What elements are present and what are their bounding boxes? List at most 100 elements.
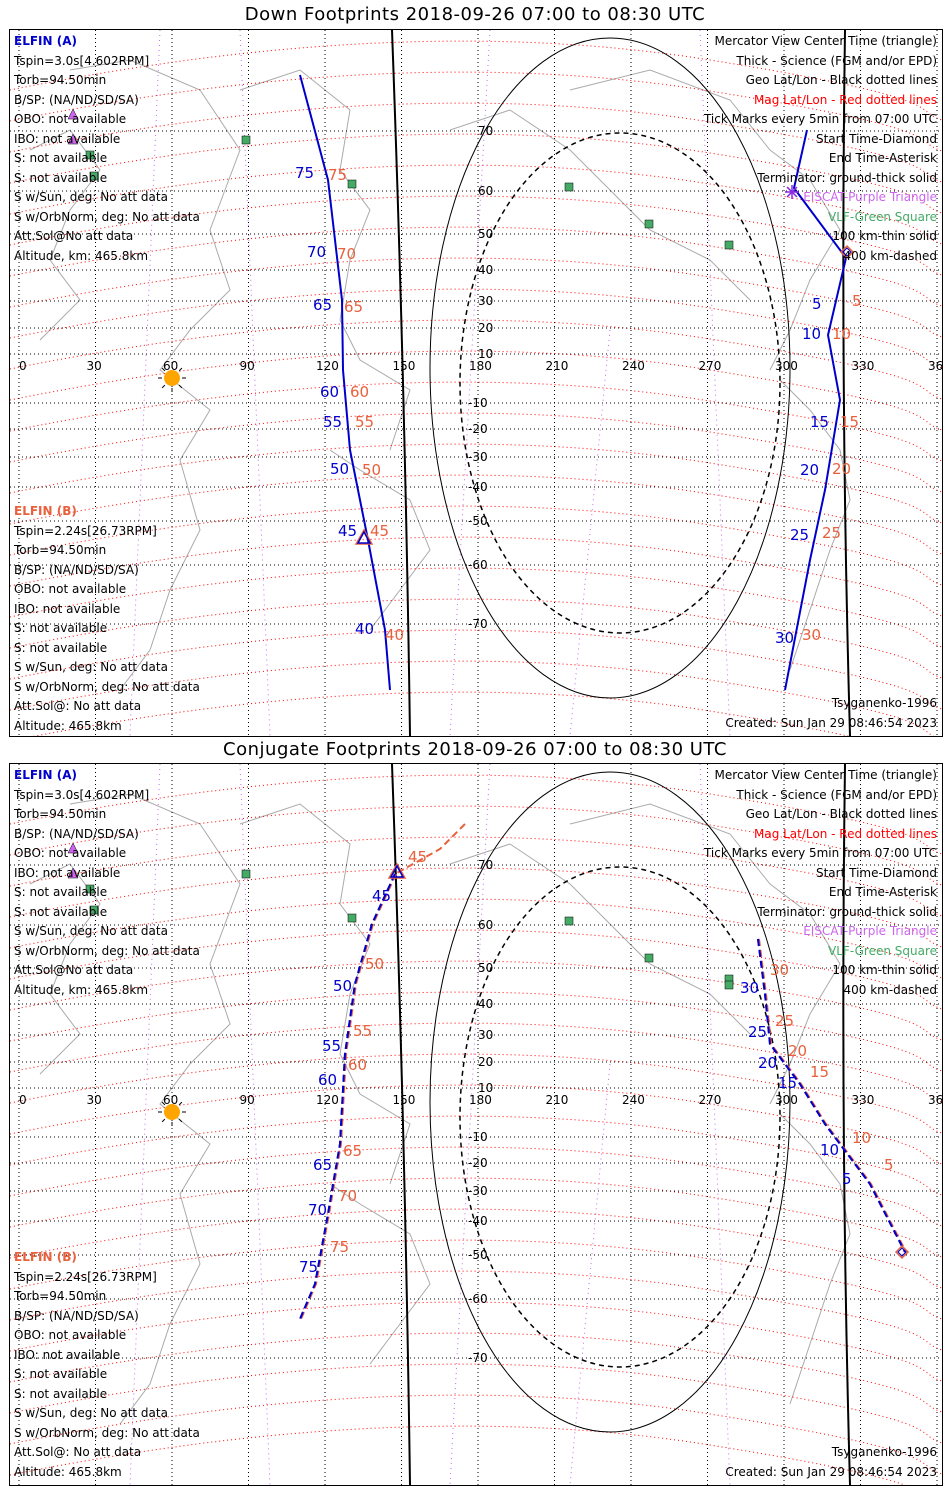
tick-label-a: 60 <box>318 1071 337 1089</box>
tick-label-b: 55 <box>353 1022 372 1040</box>
terminator-400km <box>459 866 781 1368</box>
lon-tick-label: 240 <box>622 359 645 373</box>
elfin-a-info: ELFIN (A) Tspin=3.0s[4.602RPM] Torb=94.50… <box>14 32 200 266</box>
lon-tick-label: 60 <box>163 1093 178 1107</box>
lon-tick-label: 210 <box>546 359 569 373</box>
tick-label-a: 40 <box>355 620 374 638</box>
terminator-100km <box>429 37 791 699</box>
vlf-station-icon <box>241 135 251 145</box>
legend-item: Tick Marks every 5min from 07:00 UTC <box>703 846 937 860</box>
tick-label-a: 30 <box>775 629 794 647</box>
lat-tick-label: -30 <box>468 450 488 464</box>
mag-lat-line <box>10 257 942 338</box>
elfin-b-header: ELFIN (B) <box>14 504 77 518</box>
info-line: OBO: not available <box>14 846 127 860</box>
elfin-a-footprint <box>757 938 906 1253</box>
tick-label-b: 10 <box>832 325 851 343</box>
lon-tick-label: 210 <box>546 1093 569 1107</box>
coastline <box>779 1113 851 1405</box>
elfin-a-lines: Tspin=3.0s[4.602RPM] Torb=94.50min B/SP: (… <box>14 52 200 267</box>
terminator-400km <box>459 132 781 634</box>
eiscat-icon <box>67 867 79 879</box>
info-line: S: not available <box>14 1367 108 1381</box>
mag-lat-line <box>10 1146 942 1227</box>
center-time-triangle <box>389 864 405 878</box>
sun-ray <box>161 384 166 389</box>
lon-tick-label: 360 <box>928 1093 942 1107</box>
lat-tick-label: -20 <box>468 1156 488 1170</box>
lon-tick-label: 30 <box>87 359 102 373</box>
mag-lat-line <box>10 102 942 183</box>
tick-label-b: 30 <box>802 626 821 644</box>
info-line: B/SP: (NA/ND/SD/SA) <box>14 826 139 841</box>
legend-item: 400 km-dashed <box>843 982 937 997</box>
start-time-diamond <box>842 247 852 257</box>
elfin-a-footprint <box>299 873 396 1320</box>
vlf-station-icon <box>724 980 734 990</box>
center-time-triangle <box>356 530 372 544</box>
vlf-station-icon <box>724 240 734 250</box>
lon-tick-label: 150 <box>393 1093 416 1107</box>
coastline <box>29 129 101 341</box>
legend-item: EISCAT-Purple Triangle <box>803 924 937 938</box>
legend-item: EISCAT-Purple Triangle <box>803 190 937 204</box>
tick-label-b: 60 <box>348 1056 367 1074</box>
legend-item: Terminator: ground-thick solid <box>757 170 937 185</box>
model-label: Tsyganenko-1996 <box>831 696 937 710</box>
tick-label-b: 55 <box>355 413 374 431</box>
tick-label-b: 30 <box>770 961 789 979</box>
eiscat-icon <box>67 108 79 120</box>
info-line: Att.Sol@No att data <box>14 229 134 243</box>
legend-item: Thick - Science (FGM and/or EPD) <box>736 787 937 802</box>
info-line: Altitude, km: 465.8km <box>14 248 149 263</box>
info-line: S w/OrbNorm, deg: No att data <box>14 1425 200 1440</box>
info-line: IBO: not available <box>14 131 121 146</box>
sun-ray <box>161 1118 166 1123</box>
sun-ray <box>161 1101 166 1106</box>
elfin-b-lines: Tspin=2.24s[26.73RPM] Torb=94.50min B/SP: … <box>14 1268 200 1483</box>
info-line: S w/Sun, deg: No att data <box>14 190 168 204</box>
legend-item: Geo Lat/Lon - Black dotted lines <box>745 807 937 821</box>
lat-tick-label: -70 <box>468 1351 488 1365</box>
elfin-b-info: ELFIN (B) Tspin=2.24s[26.73RPM] Torb=94.5… <box>14 502 200 736</box>
tick-label-b: 40 <box>385 626 404 644</box>
center-time-triangle <box>354 528 374 545</box>
sun-ray <box>178 1118 183 1123</box>
vlf-station-icon <box>85 150 95 160</box>
lat-tick-label: -40 <box>468 1214 488 1228</box>
tick-label-b: 15 <box>840 413 859 431</box>
tick-label-a: 50 <box>330 460 349 478</box>
tick-label-b: 5 <box>884 1156 894 1174</box>
lon-tick-label: 300 <box>775 1093 798 1107</box>
mag-lat-line <box>10 40 942 121</box>
coastline <box>329 1183 431 1365</box>
mag-lat-line <box>10 1239 942 1320</box>
mag-lat-line <box>10 929 942 1010</box>
elfin-a-footprint <box>299 74 391 691</box>
info-line: S w/Sun, deg: No att data <box>14 660 168 674</box>
vlf-station-icon <box>564 916 574 926</box>
lat-tick-label: -10 <box>468 1130 488 1144</box>
mercator-map: 0 30 60 90 120 150 180 210 240 270 300 330 360 70 60 50… <box>10 30 942 736</box>
lon-tick-label: 0 <box>19 1093 27 1107</box>
lat-tick-label: -10 <box>468 396 488 410</box>
mag-lat-line <box>10 660 934 736</box>
tick-label-b: 70 <box>338 1187 357 1205</box>
lat-tick-label: -20 <box>468 422 488 436</box>
legend-item: Mercator View Center Time (triangle) <box>714 34 937 48</box>
legend: Mercator View Center Time (triangle) Thic… <box>704 32 937 266</box>
tick-label-b: 10 <box>852 1129 871 1147</box>
created-label: Created: Sun Jan 29 08:46:54 2023 <box>725 1465 937 1479</box>
eiscat-icon <box>67 842 79 854</box>
mag-lat-line <box>10 960 942 1041</box>
tick-label-a: 25 <box>748 1023 767 1041</box>
tick-label-a: 30 <box>740 979 759 997</box>
lat-tick-label: 70 <box>478 858 493 872</box>
mag-lat-line <box>10 71 942 152</box>
info-line: S: not available <box>14 640 108 655</box>
lat-tick-label: -60 <box>468 1292 488 1306</box>
mag-lat-line <box>10 1301 942 1382</box>
sun-icon <box>164 1104 180 1120</box>
info-line: S w/Sun, deg: No att data <box>14 924 168 938</box>
lon-tick-label: 270 <box>699 359 722 373</box>
